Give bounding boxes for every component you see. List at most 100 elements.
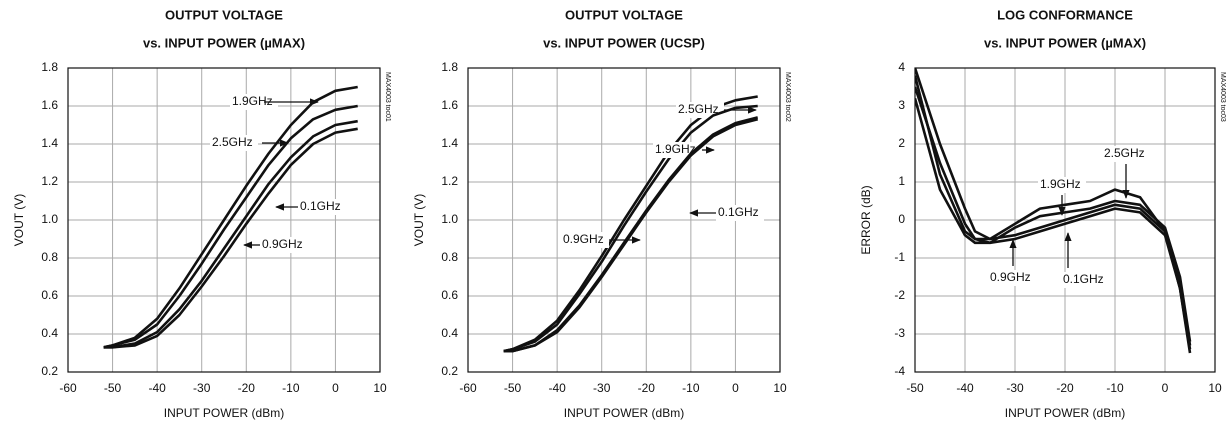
label-backdrop [1102,146,1150,162]
plot-frame [914,67,1216,373]
chart-title: LOG CONFORMANCE [997,7,1133,22]
chart-subtitle: vs. INPUT POWER (µMAX) [143,35,305,50]
x-axis-label: INPUT POWER (dBm) [164,406,284,420]
data-line [503,118,759,353]
label-backdrop [676,102,724,118]
series-label: 0.9GHz [990,270,1031,284]
label-backdrop [230,94,278,110]
chart-subtitle: vs. INPUT POWER (µMAX) [984,35,1146,50]
plot-frame [67,67,381,373]
x-tick-label: 0 [732,381,739,395]
side-note: MAX4003 toc01 [384,72,391,122]
series-label: 0.9GHz [262,237,303,251]
y-axis-label: VOUT (V) [12,194,26,246]
label-backdrop [988,270,1036,286]
y-tick-label: 0.4 [41,326,58,340]
series-label: 0.9GHz [563,232,604,246]
series-label: 1.9GHz [1040,177,1081,191]
label-backdrop [1061,272,1109,288]
y-tick-label: 4 [898,60,905,74]
label-backdrop [561,232,609,248]
x-tick-label: -40 [148,381,166,395]
chart-subtitle: vs. INPUT POWER (UCSP) [543,35,705,50]
data-line [103,85,358,349]
series-label: 0.1GHz [300,199,341,213]
x-tick-label: -20 [638,381,656,395]
y-tick-label: 1.6 [41,98,58,112]
chart-panel: OUTPUT VOLTAGE vs. INPUT POWER (µMAX) 0.2 0… [12,7,391,420]
x-axis-label: INPUT POWER (dBm) [1005,406,1125,420]
y-tick-label: 1.6 [441,98,458,112]
chart-title: OUTPUT VOLTAGE [165,7,283,22]
y-tick-label: 1.0 [441,212,458,226]
y-tick-label: 0.6 [441,288,458,302]
y-tick-label: 1.8 [41,60,58,74]
data-line [915,98,1192,350]
side-note: MAX4003 toc02 [784,72,791,122]
x-axis-label: INPUT POWER (dBm) [564,406,684,420]
y-tick-label: 1.2 [41,174,58,188]
y-tick-label: -4 [894,364,905,378]
y-axis-label: VOUT (V) [412,194,426,246]
x-tick-label: 0 [1162,381,1169,395]
y-tick-label: 0.2 [441,364,458,378]
y-tick-label: 1.2 [441,174,458,188]
y-tick-label: 1.4 [441,136,458,150]
series-label: 0.1GHz [1063,272,1104,286]
x-tick-label: -10 [1106,381,1124,395]
data-line [503,104,758,353]
y-tick-label: 0.2 [41,364,58,378]
series-label: 2.5GHz [678,102,719,116]
y-tick-label: 0.8 [41,250,58,264]
chart-panel: OUTPUT VOLTAGE vs. INPUT POWER (UCSP) 0.2 0… [412,7,791,420]
label-backdrop [210,135,258,151]
y-tick-label: -3 [894,326,905,340]
x-tick-label: -50 [906,381,924,395]
data-line [915,86,1192,342]
series-label: 0.1GHz [718,205,759,219]
x-tick-label: 10 [1208,381,1222,395]
x-tick-label: -10 [682,381,700,395]
side-note: MAX4003 toc03 [1219,72,1226,122]
data-line [503,95,758,353]
x-tick-label: -50 [504,381,522,395]
y-tick-label: 1.4 [41,136,58,150]
y-tick-label: 0.6 [41,288,58,302]
data-line [103,119,358,349]
data-line [915,75,1192,346]
y-tick-label: 1.8 [441,60,458,74]
y-tick-label: -2 [894,288,905,302]
x-tick-label: -30 [193,381,211,395]
label-backdrop [260,237,308,253]
chart-title: OUTPUT VOLTAGE [565,7,683,22]
x-tick-label: -60 [59,381,77,395]
y-tick-label: 1 [898,174,905,188]
label-backdrop [716,205,764,221]
x-tick-label: 0 [332,381,339,395]
x-tick-label: -20 [238,381,256,395]
data-line [915,68,1192,354]
series-label: 1.9GHz [655,142,696,156]
y-tick-label: 3 [898,98,905,112]
series-label: 2.5GHz [1104,146,1145,160]
y-tick-label: 0 [898,212,905,226]
x-tick-label: -20 [1056,381,1074,395]
x-tick-label: -30 [1006,381,1024,395]
y-tick-label: 0.8 [441,250,458,264]
x-tick-label: -40 [548,381,566,395]
x-tick-label: -40 [956,381,974,395]
x-tick-label: -50 [104,381,122,395]
y-tick-label: 0.4 [441,326,458,340]
x-tick-label: 10 [373,381,387,395]
series-label: 2.5GHz [212,135,253,149]
data-line [103,104,358,349]
label-backdrop [1038,177,1086,193]
label-backdrop [298,199,346,215]
x-tick-label: -60 [459,381,477,395]
y-tick-label: 2 [898,136,905,150]
x-tick-label: -30 [593,381,611,395]
x-tick-label: -10 [282,381,300,395]
plot-frame [467,67,781,373]
